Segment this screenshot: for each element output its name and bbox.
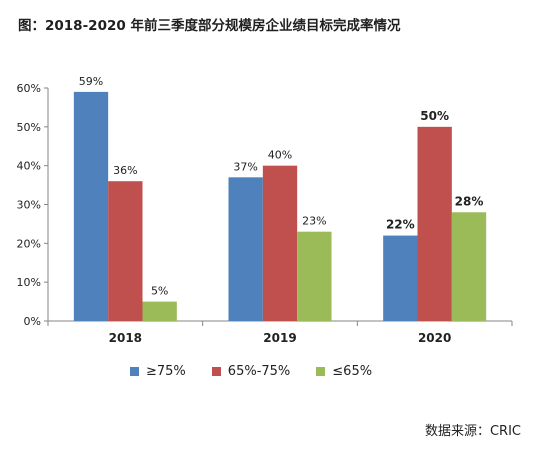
data-label: 5% [151,285,168,298]
data-label: 23% [302,215,326,228]
x-tick-label: 2019 [263,331,296,345]
bar [297,231,332,321]
legend-item-lte65: ≤65% [316,364,372,379]
legend: ≥75% 65%-75% ≤65% [130,364,430,379]
data-label: 50% [420,109,449,123]
legend-item-65-75: 65%-75% [211,364,291,379]
legend-label-65-75: 65%-75% [227,364,291,379]
data-label: 40% [268,149,292,162]
y-tick-label: 10% [17,276,41,289]
y-tick-label: 30% [17,199,41,212]
bar [262,165,298,321]
legend-label-gte75: ≥75% [146,364,186,379]
source-note: 数据来源：CRIC [424,424,521,439]
legend-swatch-65-75 [211,367,221,376]
y-tick-label: 20% [17,237,41,250]
data-label: 59% [79,75,103,88]
y-tick-label: 40% [17,160,41,173]
data-label: 36% [113,164,137,177]
legend-item-gte75: ≥75% [130,364,186,379]
legend-label-lte65: ≤65% [332,364,373,379]
bar [73,91,109,321]
bar [451,212,487,321]
bar [417,126,452,321]
bar [142,301,177,321]
bar [383,235,418,321]
chart-title: 图：2018-2020 年前三季度部分规模房企业绩目标完成率情况 [18,18,401,34]
y-tick-label: 0% [24,315,41,328]
bar [228,177,263,321]
data-label: 28% [455,194,484,208]
y-tick-label: 50% [17,121,41,134]
data-label: 22% [386,218,415,232]
legend-swatch-gte75 [130,367,139,376]
data-label: 37% [233,160,257,173]
y-tick-label: 60% [17,82,41,95]
x-tick-label: 2018 [109,331,142,345]
bar [108,181,143,321]
x-tick-label: 2020 [418,331,451,345]
legend-swatch-lte65 [316,367,326,376]
